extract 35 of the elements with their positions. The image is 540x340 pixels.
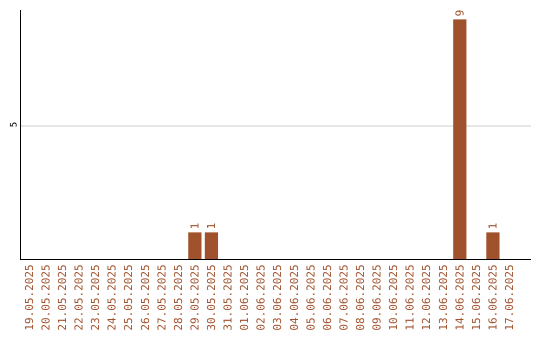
x-tick-label: 25.05.2025: [122, 264, 136, 331]
x-tick-label: 22.05.2025: [72, 264, 86, 331]
x-tick-label: 17.06.2025: [503, 264, 516, 331]
x-tick-label: 07.06.2025: [337, 264, 350, 331]
x-tick-label: 20.05.2025: [39, 264, 52, 331]
x-tick-label: 27.05.2025: [155, 264, 168, 331]
x-tick-label: 29.05.2025: [188, 264, 202, 331]
x-tick-label: 08.06.2025: [354, 264, 368, 331]
x-tick-label: 26.05.2025: [138, 264, 152, 331]
x-tick-label: 09.06.2025: [370, 264, 384, 331]
x-tick-label: 12.06.2025: [420, 264, 434, 331]
x-tick-label: 10.06.2025: [387, 264, 400, 331]
data-label: 1: [204, 222, 218, 230]
x-tick-label: 23.05.2025: [89, 264, 102, 331]
x-tick-label: 05.06.2025: [304, 264, 318, 331]
x-tick-label: 04.06.2025: [288, 264, 301, 331]
data-label: 9: [453, 10, 466, 16]
x-tick-label: 19.05.2025: [22, 264, 36, 331]
x-tick-label: 28.05.2025: [172, 264, 185, 331]
x-tick-label: 21.05.2025: [56, 264, 69, 331]
x-tick-label: 31.05.2025: [222, 264, 235, 331]
x-tick-label: 02.06.2025: [254, 264, 268, 331]
x-tick-label: 15.06.2025: [470, 264, 483, 331]
x-tick-label: 01.06.2025: [238, 264, 252, 331]
x-tick-label: 14.06.2025: [453, 264, 466, 331]
y-tick-label: 5: [9, 122, 20, 128]
x-tick-label: 13.06.2025: [436, 264, 450, 331]
x-tick-label: 03.06.2025: [271, 264, 284, 331]
x-tick-label: 11.06.2025: [404, 264, 417, 331]
x-tick-label: 16.06.2025: [486, 264, 500, 331]
data-label: 1: [188, 222, 202, 230]
x-tick-label: 24.05.2025: [106, 264, 119, 331]
x-tick-label: 30.05.2025: [204, 264, 218, 331]
data-label: 1: [486, 222, 500, 230]
x-tick-label: 06.06.2025: [320, 264, 334, 331]
